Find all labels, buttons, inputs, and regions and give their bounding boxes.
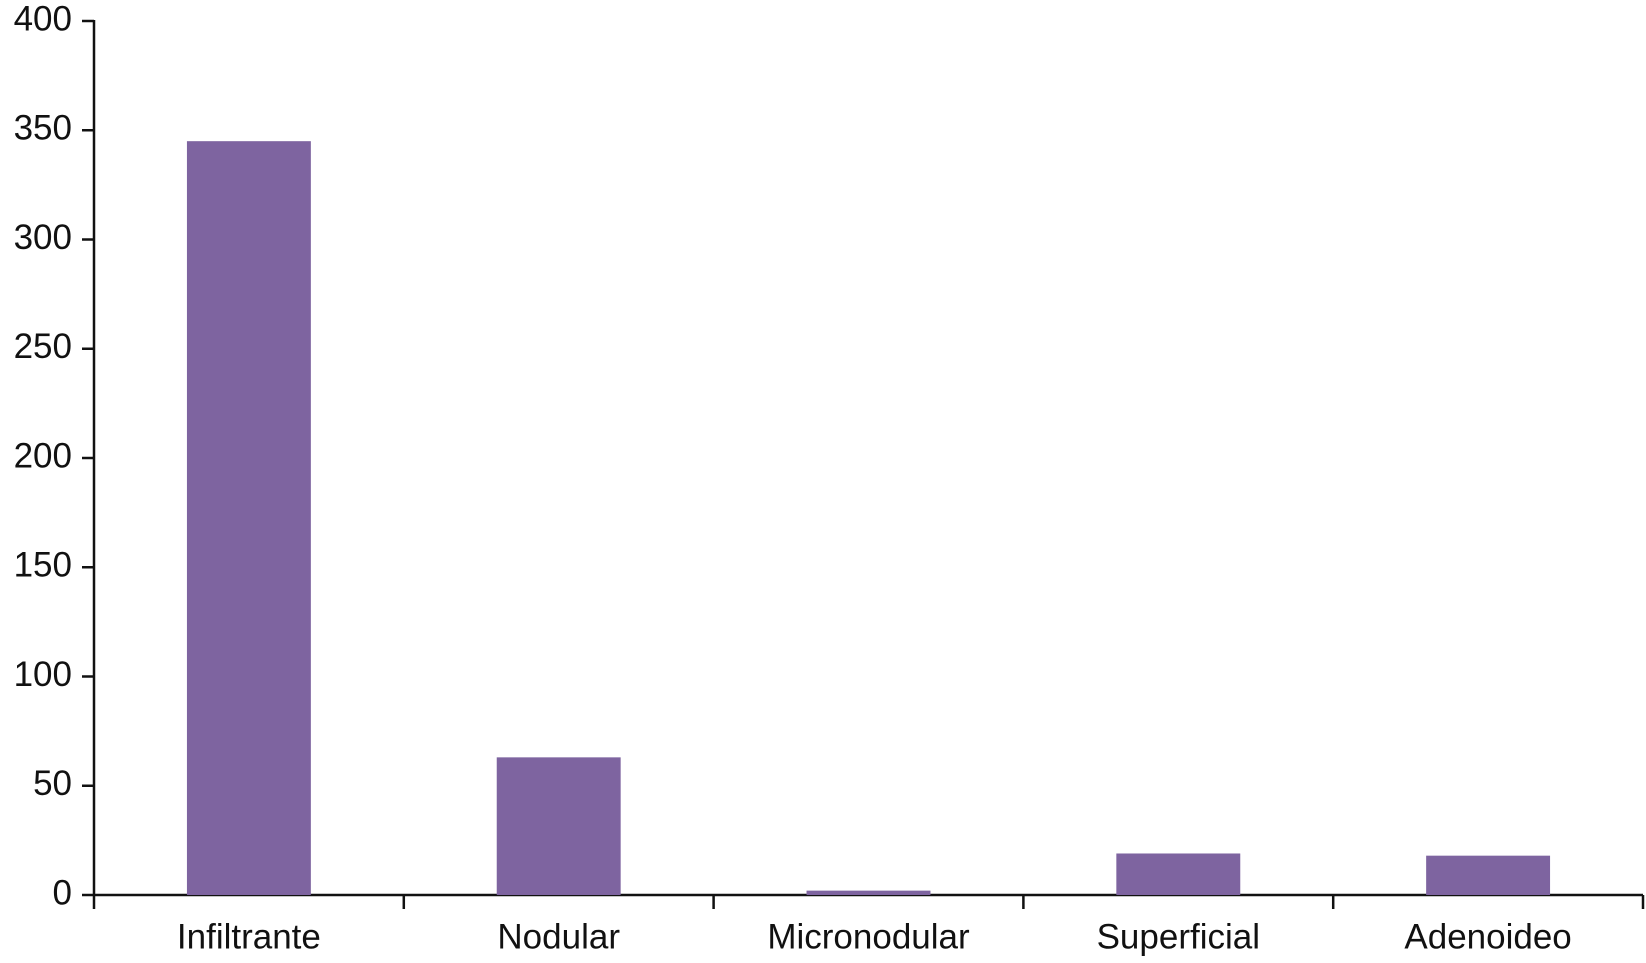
y-tick-label: 0 xyxy=(53,873,72,912)
y-tick-label: 150 xyxy=(14,546,72,585)
bar xyxy=(1116,853,1241,895)
y-tick-label: 100 xyxy=(14,655,72,694)
bar xyxy=(806,890,931,895)
x-tick-label: Infiltrante xyxy=(177,917,321,956)
bar xyxy=(496,757,621,895)
bar xyxy=(1426,855,1551,895)
y-tick-label: 350 xyxy=(14,109,72,148)
x-tick-label: Nodular xyxy=(497,917,620,956)
y-tick-label: 50 xyxy=(33,764,72,803)
x-tick-label: Micronodular xyxy=(767,917,970,956)
y-tick-label: 200 xyxy=(14,436,72,475)
y-tick-label: 300 xyxy=(14,218,72,257)
y-tick-label: 400 xyxy=(14,0,72,38)
x-tick-label: Superficial xyxy=(1097,917,1260,956)
x-tick-label: Adenoideo xyxy=(1404,917,1571,956)
y-tick-label: 250 xyxy=(14,327,72,366)
bar xyxy=(186,141,311,896)
